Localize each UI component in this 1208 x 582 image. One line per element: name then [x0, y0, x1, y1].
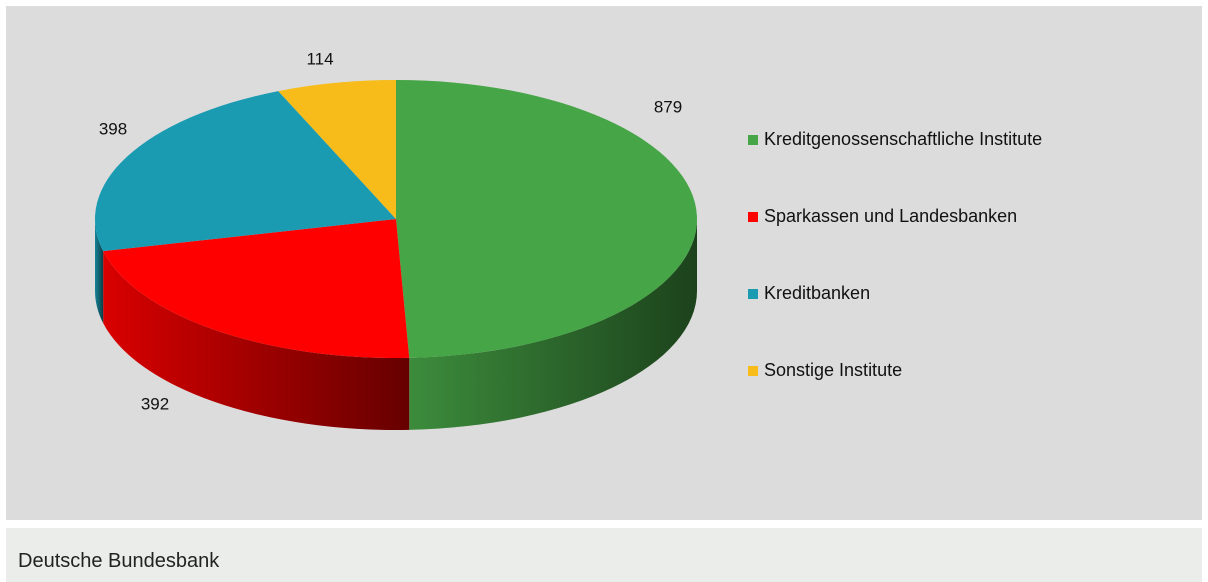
pie-slice — [278, 80, 396, 219]
pie-side — [103, 251, 410, 431]
pie-slice — [94, 91, 396, 252]
data-label: 398 — [99, 119, 127, 138]
footer: Deutsche Bundesbank — [6, 528, 1202, 582]
pie-side — [95, 219, 104, 324]
pie-side — [409, 219, 697, 430]
pie-slice — [103, 219, 410, 359]
footer-text: Deutsche Bundesbank — [18, 550, 220, 572]
legend-swatch — [748, 135, 758, 145]
legend-label: Sonstige Institute — [764, 360, 902, 380]
legend-label: Kreditbanken — [764, 283, 870, 303]
pie-slice — [396, 80, 698, 358]
legend-swatch — [748, 212, 758, 222]
data-label: 114 — [306, 49, 333, 68]
data-label: 392 — [141, 394, 169, 413]
legend-swatch — [748, 289, 758, 299]
chart: 879 392 398 114 Kreditgenossenschaftliche In… — [94, 49, 1042, 431]
legend-swatch — [748, 366, 758, 376]
data-label: 879 — [654, 97, 682, 116]
legend-label: Sparkassen und Landesbanken — [764, 206, 1017, 226]
legend-label: Kreditgenossenschaftliche Institute — [764, 129, 1042, 149]
